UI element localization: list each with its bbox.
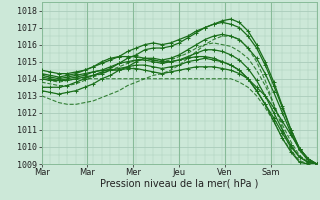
X-axis label: Pression niveau de la mer( hPa ): Pression niveau de la mer( hPa ) [100,179,258,189]
